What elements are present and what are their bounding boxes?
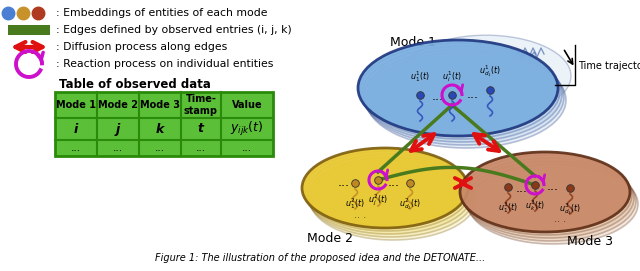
Text: Mode 1: Mode 1: [390, 36, 436, 49]
Ellipse shape: [308, 157, 474, 237]
Text: Figure 1: The illustration of the proposed idea and the DETONATE...: Figure 1: The illustration of the propos…: [155, 253, 485, 263]
Ellipse shape: [464, 158, 634, 238]
Ellipse shape: [401, 35, 571, 117]
Text: : Reaction process on individual entities: : Reaction process on individual entitie…: [56, 59, 273, 69]
Text: $u_1^3(t)$: $u_1^3(t)$: [498, 200, 518, 215]
Text: Table of observed data: Table of observed data: [59, 78, 211, 91]
Ellipse shape: [366, 52, 566, 148]
Text: ·· ·: ·· ·: [354, 213, 366, 223]
Ellipse shape: [304, 151, 470, 231]
Ellipse shape: [364, 49, 564, 145]
Text: $u_1^2(t)$: $u_1^2(t)$: [345, 196, 365, 211]
Text: $\boldsymbol{i}$: $\boldsymbol{i}$: [73, 122, 79, 136]
Text: $\boldsymbol{t}$: $\boldsymbol{t}$: [197, 122, 205, 136]
Ellipse shape: [302, 148, 468, 228]
Text: ...: ...: [113, 143, 123, 153]
Ellipse shape: [310, 160, 476, 240]
Text: Mode 2: Mode 2: [98, 100, 138, 110]
Ellipse shape: [466, 161, 636, 241]
Ellipse shape: [362, 46, 562, 142]
Text: ·· ·: ·· ·: [554, 217, 566, 227]
Text: Time trajectory: Time trajectory: [578, 61, 640, 71]
Text: ...: ...: [547, 180, 559, 193]
Text: ...: ...: [432, 91, 444, 104]
FancyBboxPatch shape: [55, 92, 273, 156]
Text: $u_1^1(t)$: $u_1^1(t)$: [410, 69, 430, 84]
Text: Mode 3: Mode 3: [140, 100, 180, 110]
Text: ...: ...: [467, 88, 479, 101]
Ellipse shape: [460, 152, 630, 232]
Text: Mode 1: Mode 1: [56, 100, 96, 110]
Text: $u_{d_2}^2(t)$: $u_{d_2}^2(t)$: [399, 196, 421, 212]
Text: : Diffusion process along edges: : Diffusion process along edges: [56, 42, 227, 52]
Ellipse shape: [468, 164, 638, 244]
Ellipse shape: [358, 40, 558, 136]
Text: ...: ...: [516, 182, 528, 195]
Text: ...: ...: [338, 176, 350, 189]
Text: : Embeddings of entities of each mode: : Embeddings of entities of each mode: [56, 8, 268, 18]
Ellipse shape: [462, 155, 632, 235]
Text: $u_i^1(t)$: $u_i^1(t)$: [442, 69, 462, 84]
Text: Mode 2: Mode 2: [307, 232, 353, 245]
Text: $\boldsymbol{j}$: $\boldsymbol{j}$: [114, 121, 122, 137]
Text: $u_j^2(t)$: $u_j^2(t)$: [368, 193, 388, 208]
Text: Value: Value: [232, 100, 262, 110]
Ellipse shape: [360, 43, 560, 139]
Text: $u_k^3(t)$: $u_k^3(t)$: [525, 198, 545, 213]
Text: $u_{d_1}^1(t)$: $u_{d_1}^1(t)$: [479, 63, 501, 79]
Text: ...: ...: [71, 143, 81, 153]
Ellipse shape: [306, 154, 472, 234]
FancyBboxPatch shape: [8, 25, 50, 35]
Text: ...: ...: [155, 143, 165, 153]
Text: : Edges defined by observed entries (i, j, k): : Edges defined by observed entries (i, …: [56, 25, 292, 35]
Text: $y_{ijk}(t)$: $y_{ijk}(t)$: [230, 120, 264, 138]
Text: ...: ...: [196, 143, 206, 153]
Text: Time-
stamp: Time- stamp: [184, 94, 218, 116]
Text: $u_{d_3}^3(t)$: $u_{d_3}^3(t)$: [559, 201, 581, 217]
Text: Mode 3: Mode 3: [567, 235, 613, 248]
Text: ...: ...: [388, 176, 400, 189]
Text: $\boldsymbol{k}$: $\boldsymbol{k}$: [154, 122, 166, 136]
Text: ...: ...: [242, 143, 252, 153]
